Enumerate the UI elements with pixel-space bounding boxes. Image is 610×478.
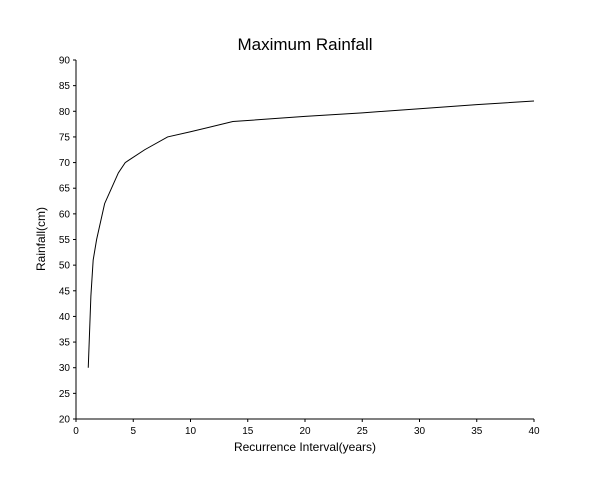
axes: 0 5 10 15 20 25 30 35 40 20 25 30 35 40 45 50 55 60 65 70 75… xyxy=(59,56,540,438)
x-tick-label: 0 xyxy=(73,426,79,437)
x-tick-label: 30 xyxy=(414,426,426,437)
y-tick-label: 80 xyxy=(59,107,71,118)
x-tick-label: 40 xyxy=(528,426,540,437)
y-tick-label: 65 xyxy=(59,184,71,195)
chart-title: Maximum Rainfall xyxy=(237,35,372,54)
y-tick-label: 45 xyxy=(59,286,71,297)
y-tick-label: 40 xyxy=(59,312,71,323)
y-tick-label: 35 xyxy=(59,338,71,349)
y-axis-label: Rainfall(cm) xyxy=(34,207,48,271)
x-tick-label: 15 xyxy=(242,426,254,437)
y-tick-label: 30 xyxy=(59,363,71,374)
y-tick-label: 50 xyxy=(59,261,71,272)
x-tick-label: 35 xyxy=(471,426,483,437)
y-tick-label: 25 xyxy=(59,389,71,400)
x-axis-label: Recurrence Interval(years) xyxy=(234,440,376,454)
x-tick-label: 10 xyxy=(185,426,197,437)
series-group xyxy=(87,100,535,368)
y-tick-label: 70 xyxy=(59,158,71,169)
y-tick-label: 20 xyxy=(59,415,71,426)
y-tick-label: 55 xyxy=(59,235,71,246)
y-tick-label: 85 xyxy=(59,81,71,92)
x-tick-label: 20 xyxy=(299,426,311,437)
y-tick-label: 90 xyxy=(59,56,71,67)
y-tick-label: 60 xyxy=(59,209,71,220)
x-tick-label: 25 xyxy=(357,426,369,437)
y-tick-label: 75 xyxy=(59,132,71,143)
x-tick-label: 5 xyxy=(130,426,136,437)
series-line xyxy=(87,100,535,368)
